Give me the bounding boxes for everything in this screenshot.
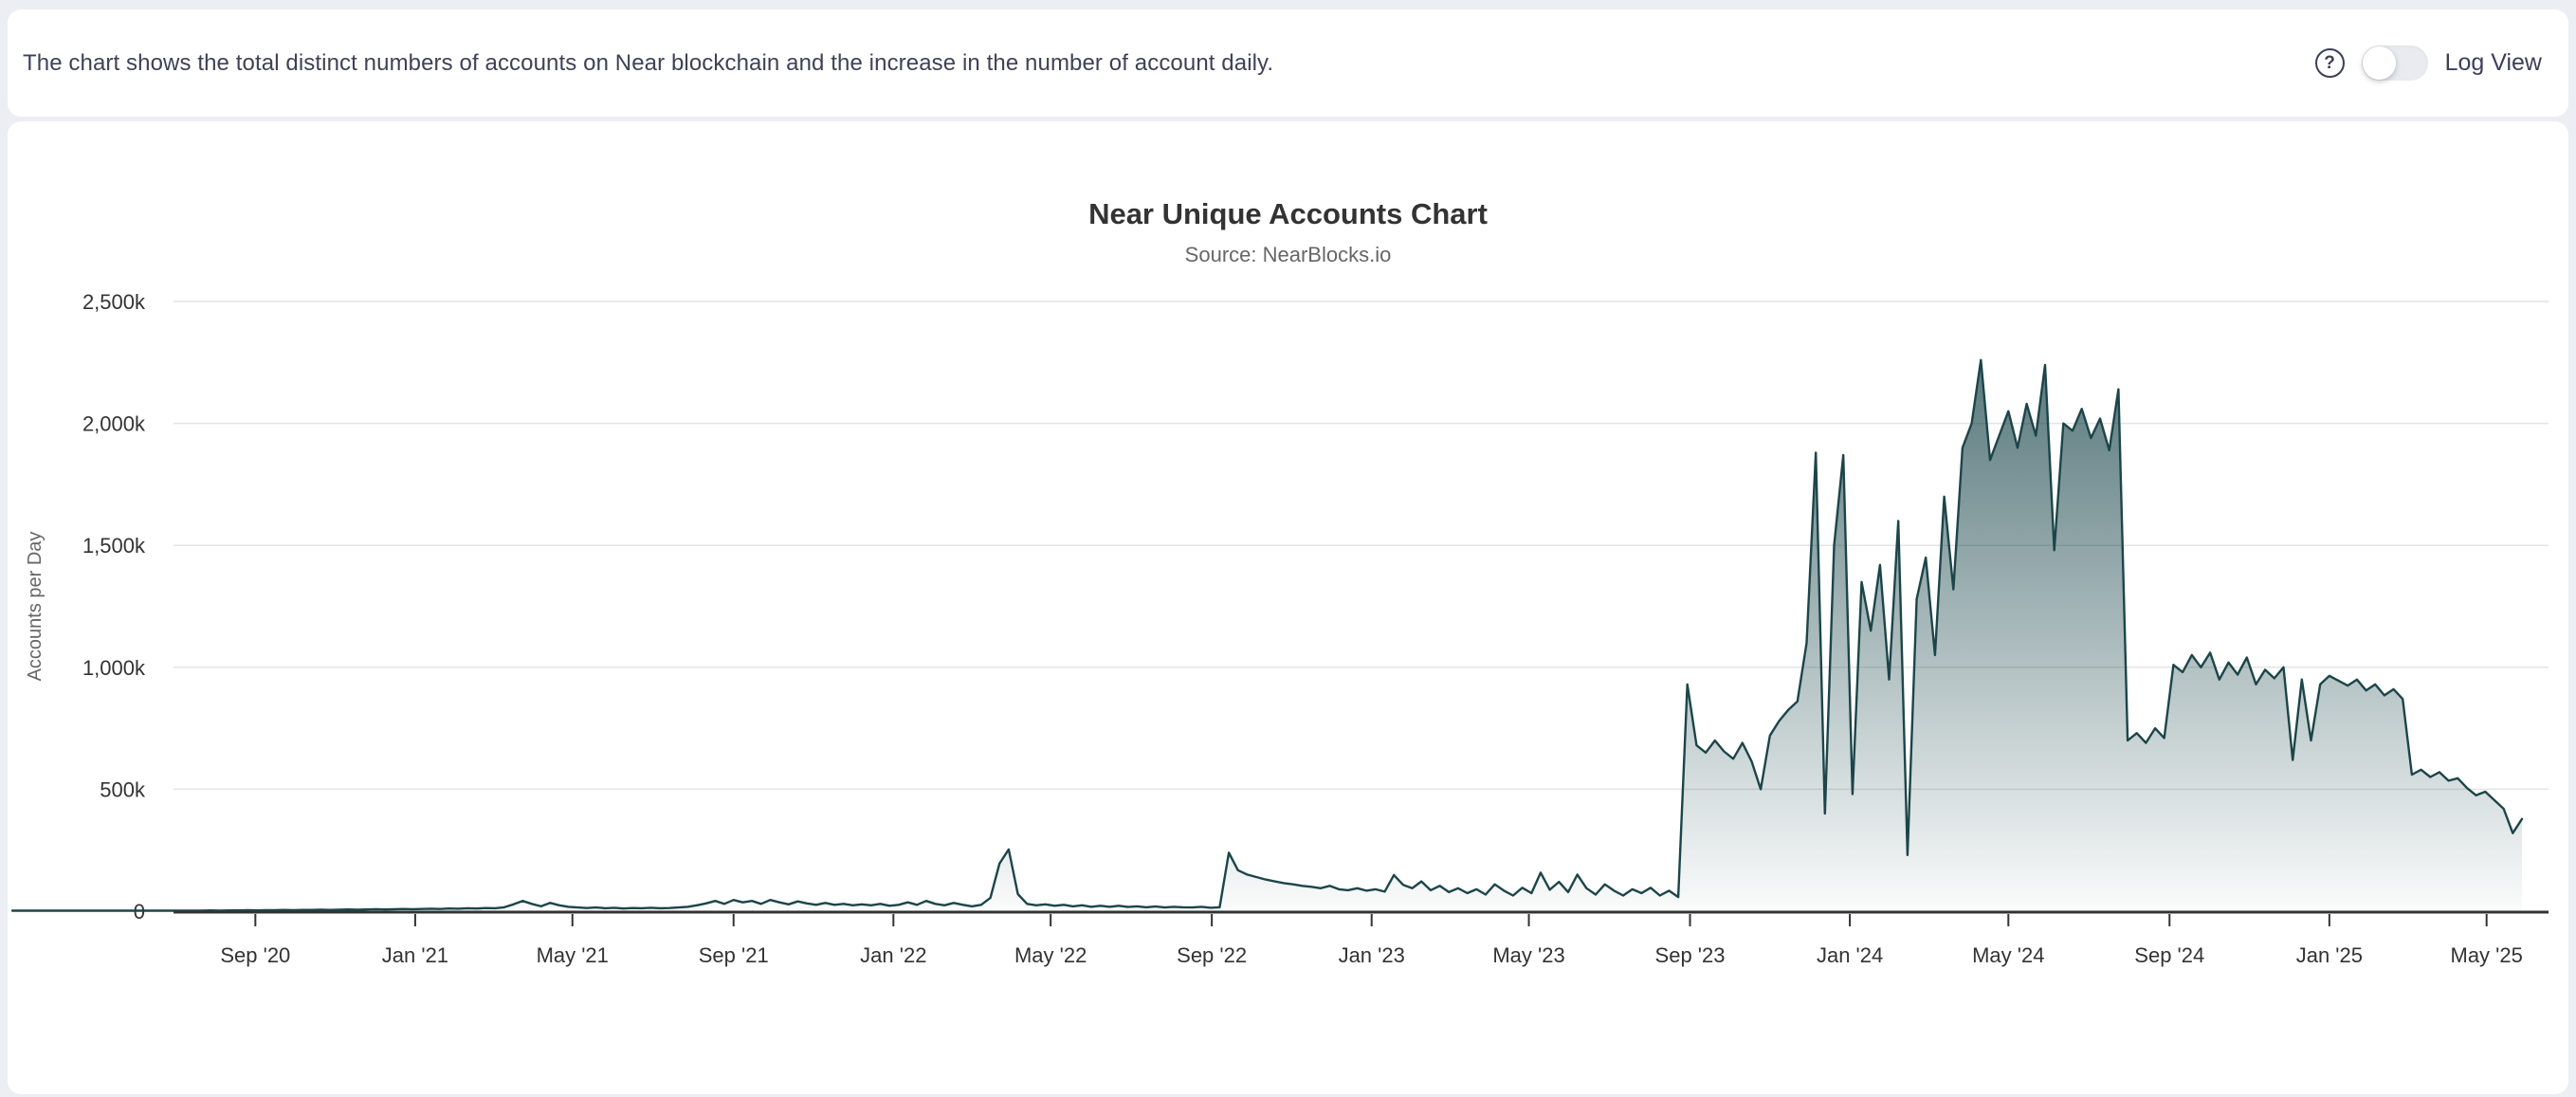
y-tick-label: 2,500k (82, 290, 146, 314)
x-tick-label: Jan '23 (1339, 943, 1405, 967)
x-tick-label: Jan '22 (860, 943, 926, 967)
x-tick-label: Jan '21 (382, 943, 448, 967)
x-tick-label: May '23 (1492, 943, 1564, 967)
x-tick-label: Jan '24 (1817, 943, 1883, 967)
x-tick-label: Jan '25 (2296, 943, 2363, 967)
x-tick-label: May '22 (1014, 943, 1087, 967)
x-tick-label: May '25 (2451, 943, 2523, 967)
x-tick-label: May '24 (1972, 943, 2044, 967)
y-axis-title: Accounts per Day (25, 532, 46, 682)
help-icon[interactable]: ? (2314, 48, 2345, 78)
chart-title: Near Unique Accounts Chart (1088, 197, 1488, 230)
log-view-toggle[interactable] (2361, 46, 2428, 81)
header-bar: The chart shows the total distinct numbe… (8, 9, 2568, 117)
x-tick-label: Sep '23 (1655, 943, 1726, 967)
chart-description: The chart shows the total distinct numbe… (23, 49, 1274, 76)
toggle-knob-icon (2362, 46, 2396, 80)
y-tick-label: 2,000k (82, 412, 146, 436)
x-tick-label: Sep '21 (699, 943, 769, 967)
series-line (10, 358, 2524, 912)
x-tick-label: Sep '20 (220, 943, 290, 967)
chart-subtitle: Source: NearBlocks.io (1184, 243, 1392, 266)
chart-panel: Near Unique Accounts Chart Source: NearB… (8, 121, 2568, 1094)
question-mark-glyph: ? (2324, 53, 2335, 73)
y-tick-label: 500k (100, 777, 146, 801)
y-tick-label: 1,500k (82, 534, 146, 558)
x-tick-label: Sep '24 (2134, 943, 2204, 967)
header-controls: ? Log View (2314, 46, 2542, 81)
series-area (12, 359, 2522, 911)
y-tick-label: 1,000k (82, 656, 146, 680)
x-tick-label: May '21 (537, 943, 609, 967)
x-tick-label: Sep '22 (1177, 943, 1247, 967)
log-view-label: Log View (2444, 49, 2542, 76)
